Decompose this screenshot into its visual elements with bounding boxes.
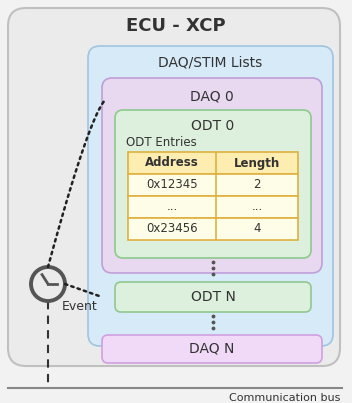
Text: DAQ/STIM Lists: DAQ/STIM Lists [158, 56, 262, 70]
Text: 2: 2 [253, 179, 261, 191]
FancyBboxPatch shape [102, 78, 322, 273]
Text: ...: ... [252, 201, 263, 214]
FancyBboxPatch shape [115, 110, 311, 258]
FancyBboxPatch shape [88, 46, 333, 346]
Text: DAQ 0: DAQ 0 [190, 89, 234, 103]
Text: Length: Length [234, 156, 280, 170]
Text: ODT Entries: ODT Entries [126, 135, 197, 148]
FancyBboxPatch shape [115, 282, 311, 312]
Bar [128, 152, 298, 174]
Text: DAQ N: DAQ N [189, 342, 235, 356]
Text: ODT N: ODT N [190, 290, 235, 304]
Text: ...: ... [166, 201, 178, 214]
Text: 4: 4 [253, 222, 261, 235]
Bar [128, 196, 298, 218]
FancyBboxPatch shape [8, 8, 340, 366]
Text: Event: Event [62, 301, 98, 314]
Text: Communication bus: Communication bus [229, 393, 340, 403]
Text: 0x23456: 0x23456 [146, 222, 198, 235]
Text: ECU - XCP: ECU - XCP [126, 17, 226, 35]
Text: ODT 0: ODT 0 [191, 119, 235, 133]
Text: Address: Address [145, 156, 199, 170]
Bar [128, 218, 298, 240]
Bar [128, 174, 298, 196]
Text: 0x12345: 0x12345 [146, 179, 198, 191]
FancyBboxPatch shape [102, 335, 322, 363]
